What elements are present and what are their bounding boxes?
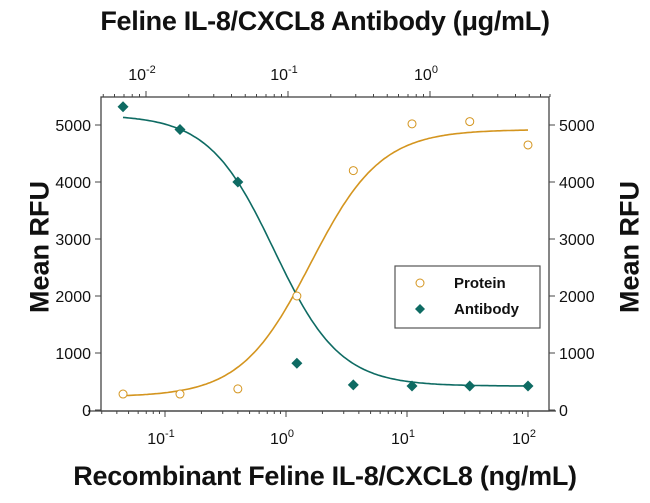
y-tick-label-left: 0 bbox=[82, 403, 91, 420]
protein-data-point bbox=[407, 119, 417, 129]
antibody-data-point bbox=[347, 379, 359, 391]
antibody-data-point bbox=[522, 380, 534, 392]
antibody-data-point bbox=[464, 380, 476, 392]
legend: Protein Antibody bbox=[394, 265, 541, 329]
protein-data-point bbox=[523, 140, 533, 150]
top-x-tick-label: 10-2 bbox=[128, 64, 156, 84]
y-tick-label-left: 5000 bbox=[55, 118, 91, 135]
protein-data-point bbox=[292, 291, 302, 301]
bottom-axis-title: Recombinant Feline IL-8/CXCL8 (ng/mL) bbox=[73, 461, 577, 491]
y-tick-label-left: 4000 bbox=[55, 175, 91, 192]
x-tick-label: 102 bbox=[512, 428, 536, 448]
top-x-tick-label: 10-1 bbox=[270, 64, 298, 84]
protein-data-point bbox=[348, 166, 358, 176]
legend-protein-label: Protein bbox=[454, 275, 506, 292]
antibody-fit-curve bbox=[122, 116, 528, 387]
antibody-data-point bbox=[117, 101, 129, 113]
legend-antibody-marker bbox=[415, 304, 425, 314]
top-axis-title: Feline IL-8/CXCL8 Antibody (μg/mL) bbox=[100, 6, 550, 36]
top-x-tick-label: 100 bbox=[414, 64, 438, 84]
y-tick-label-right: 4000 bbox=[559, 175, 595, 192]
data-points bbox=[117, 101, 534, 399]
y-tick-label-left: 3000 bbox=[55, 232, 91, 249]
y-tick-label-right: 0 bbox=[559, 403, 568, 420]
y-tick-label-right: 1000 bbox=[559, 346, 595, 363]
x-tick-label: 10-1 bbox=[147, 428, 175, 448]
legend-protein-marker bbox=[415, 278, 425, 288]
protein-data-point bbox=[118, 389, 128, 399]
y-tick-label-right: 3000 bbox=[559, 232, 595, 249]
y-tick-label-right: 5000 bbox=[559, 118, 595, 135]
y-tick-label-left: 2000 bbox=[55, 289, 91, 306]
protein-data-point bbox=[175, 389, 185, 399]
y-tick-label-left: 1000 bbox=[55, 346, 91, 363]
antibody-data-point bbox=[232, 176, 244, 188]
x-tick-label: 100 bbox=[270, 428, 294, 448]
fit-curves bbox=[122, 116, 528, 397]
plot-frame bbox=[88, 96, 556, 412]
legend-antibody-label: Antibody bbox=[454, 301, 520, 318]
antibody-data-point bbox=[291, 357, 303, 369]
protein-data-point bbox=[233, 384, 243, 394]
protein-data-point bbox=[465, 117, 475, 127]
y-tick-label-right: 2000 bbox=[559, 289, 595, 306]
x-tick-label: 101 bbox=[391, 428, 415, 448]
protein-fit-curve bbox=[123, 129, 528, 397]
antibody-data-point bbox=[406, 380, 418, 392]
antibody-data-point bbox=[174, 124, 186, 136]
axis-ticks: 0 0 1000 1000 2000 2000 3000 3000 4000 4000 5000 50… bbox=[55, 64, 594, 448]
